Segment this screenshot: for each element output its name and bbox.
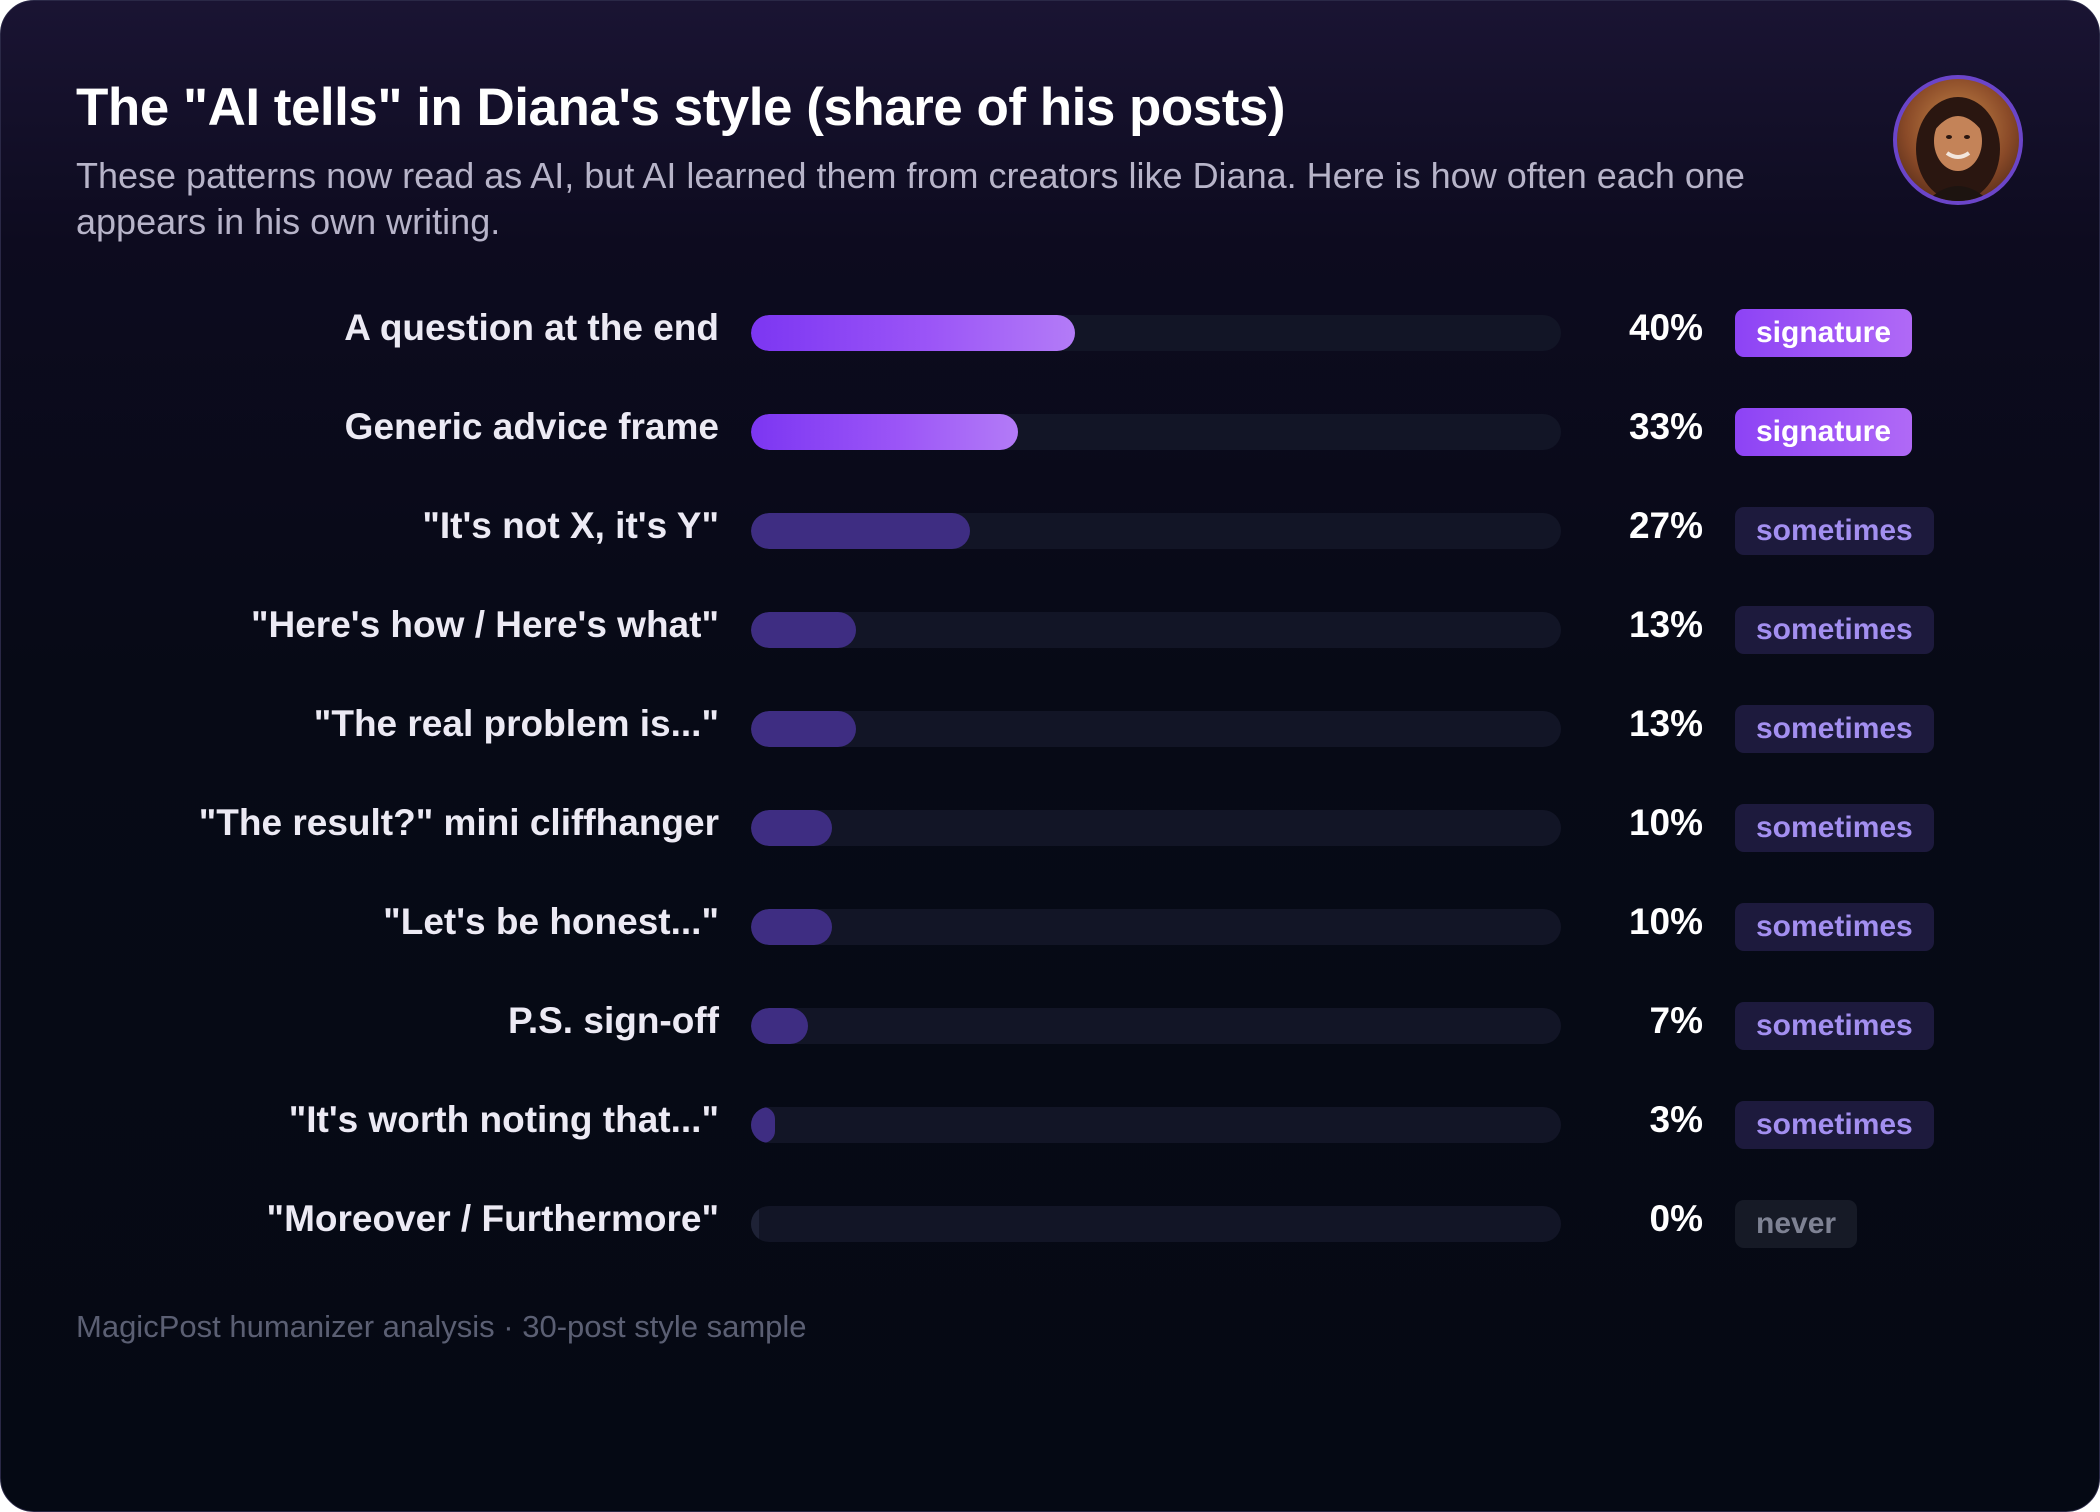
bar-value-label: 13% [1628,604,1703,645]
frequency-badge: sometimes [1735,804,1934,852]
bar-value-label: 3% [1649,1099,1703,1140]
bar-track [751,810,1561,846]
bar-row: "The real problem is..." 13% sometimes [1,695,2099,759]
frequency-badge: signature [1735,309,1913,357]
bar-label: "Let's be honest..." [383,901,719,942]
bar-fill [751,711,856,747]
bar-row: A question at the end 40% signature [1,299,2099,363]
bar-row: P.S. sign-off 7% sometimes [1,992,2099,1056]
bar-track [751,909,1561,945]
bar-track [751,1107,1561,1143]
bar-row: Generic advice frame 33% signature [1,398,2099,462]
bar-label: "Moreover / Furthermore" [266,1198,719,1239]
bar-fill [751,909,832,945]
bar-value-label: 7% [1649,1000,1703,1041]
bar-value-label: 0% [1649,1198,1703,1239]
bar-track [751,711,1561,747]
bar-row: "It's worth noting that..." 3% sometimes [1,1091,2099,1155]
bar-label: "Here's how / Here's what" [250,604,719,645]
user-avatar-icon [1893,75,2023,205]
chart-title: The "AI tells" in Diana's style (share o… [76,78,1286,137]
bar-fill [751,414,1018,450]
bar-label: P.S. sign-off [507,1000,719,1041]
bar-track [751,315,1561,351]
frequency-badge: sometimes [1735,606,1934,654]
frequency-badge: sometimes [1735,903,1934,951]
bar-track [751,1008,1561,1044]
bar-fill [751,1206,759,1242]
bar-track [751,612,1561,648]
frequency-badge: sometimes [1735,1101,1934,1149]
bar-value-label: 27% [1628,505,1703,546]
bar-row: "Moreover / Furthermore" 0% never [1,1190,2099,1254]
bar-label: "It's worth noting that..." [288,1099,719,1140]
bar-value-label: 10% [1628,802,1703,843]
bar-label: Generic advice frame [344,406,719,447]
bar-fill [751,810,832,846]
bar-value-label: 40% [1628,307,1703,348]
bar-fill [751,1107,775,1143]
bar-fill [751,612,856,648]
bar-track [751,1206,1561,1242]
bar-label: "The result?" mini cliffhanger [198,802,719,843]
bar-row: "Here's how / Here's what" 13% sometimes [1,596,2099,660]
frequency-badge: never [1735,1200,1858,1248]
bar-fill [751,1008,808,1044]
bar-row: "The result?" mini cliffhanger 10% sometim… [1,794,2099,858]
bar-label: "It's not X, it's Y" [422,505,719,546]
bar-label: "The real problem is..." [313,703,719,744]
frequency-badge: sometimes [1735,507,1934,555]
bar-track [751,513,1561,549]
bar-row: "It's not X, it's Y" 27% sometimes [1,497,2099,561]
chart-subtitle: These patterns now read as AI, but AI le… [76,155,1745,242]
bar-value-label: 33% [1628,406,1703,447]
frequency-badge: sometimes [1735,1002,1934,1050]
bar-track [751,414,1561,450]
bar-fill [751,315,1075,351]
frequency-badge: signature [1735,408,1913,456]
bar-value-label: 13% [1628,703,1703,744]
bar-value-label: 10% [1628,901,1703,942]
bar-row: "Let's be honest..." 10% sometimes [1,893,2099,957]
frequency-badge: sometimes [1735,705,1934,753]
chart-footer: MagicPost humanizer analysis · 30-post s… [76,1309,807,1344]
bar-fill [751,513,970,549]
bar-label: A question at the end [344,307,719,348]
